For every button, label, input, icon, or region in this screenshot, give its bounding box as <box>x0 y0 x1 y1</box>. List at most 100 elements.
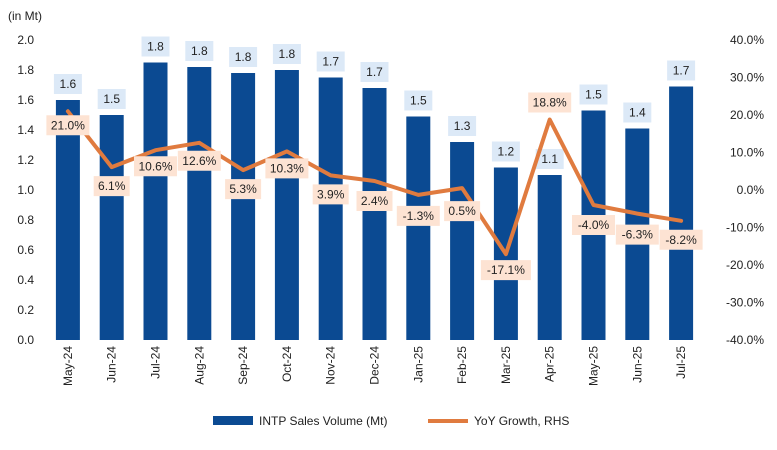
x-tick-label: Dec-24 <box>368 346 382 385</box>
bar-label-background <box>667 60 696 81</box>
x-tick-label: Jan-25 <box>411 346 425 383</box>
bar-label-background <box>623 102 652 123</box>
y-right-tick-label: 40.0% <box>730 33 764 47</box>
x-tick-label: Aug-24 <box>192 346 206 385</box>
bar-data-label: 1.7 <box>366 65 383 79</box>
x-tick-label: Apr-25 <box>543 346 557 382</box>
y-right-tick-label: -20.0% <box>726 258 764 272</box>
bar-data-label: 1.5 <box>103 92 120 106</box>
y-left-tick-label: 1.4 <box>17 123 34 137</box>
bar <box>99 115 124 340</box>
line-data-label: -6.3% <box>622 228 654 242</box>
bar-data-label: 1.8 <box>235 50 252 64</box>
line-label-background <box>480 260 531 281</box>
line-data-label: -17.1% <box>487 263 525 277</box>
line-data-labels: 21.0% 6.1% 10.6% 12.6% 5.3% 10.3% 3.9% 2.4% -1.3… <box>46 92 703 281</box>
bar <box>143 62 168 340</box>
x-tick-label: May-25 <box>587 346 601 386</box>
line-data-label: 5.3% <box>229 182 257 196</box>
line-label-background <box>134 156 177 177</box>
bar-data-label: 1.1 <box>541 152 558 166</box>
bar-label-background <box>272 44 301 64</box>
bar-label-background <box>53 74 82 94</box>
bar-label-background <box>535 149 564 169</box>
x-axis: May-24 Jun-24 Jul-24 Aug-24 Sep-24 Oct-24 Nov-… <box>61 346 688 386</box>
line-data-label: 0.5% <box>448 204 476 218</box>
line-data-label: 10.6% <box>138 159 172 173</box>
legend-swatch-sales-volume <box>213 416 253 425</box>
y-left-tick-label: 1.8 <box>17 63 34 77</box>
line-data-label: 2.4% <box>361 194 389 208</box>
bar-data-label: 1.8 <box>191 44 208 58</box>
x-tick-label: May-24 <box>61 346 75 386</box>
bar-label-background <box>316 51 345 72</box>
bar-data-label: 1.6 <box>60 77 77 91</box>
line-label-background <box>572 215 615 235</box>
legend: INTP Sales Volume (Mt) YoY Growth, RHS <box>213 414 569 428</box>
x-tick-label: Jun-24 <box>105 346 119 383</box>
line-data-label: 21.0% <box>51 118 85 132</box>
y-left-tick-label: 0.0 <box>17 333 34 347</box>
x-tick-label: Feb-25 <box>455 346 469 384</box>
y-right-tick-label: -40.0% <box>726 333 764 347</box>
bar-label-background <box>97 89 126 109</box>
bar-label-background <box>229 47 258 67</box>
line-label-background <box>177 150 221 171</box>
line-label-background <box>312 184 349 205</box>
y-left-tick-label: 0.4 <box>17 273 34 287</box>
bar-series <box>55 62 694 340</box>
y-axis-left: 0.0 0.2 0.4 0.6 0.8 1.0 1.2 1.4 1.6 1.8 2.0 <box>17 33 34 347</box>
x-tick-label: Mar-25 <box>499 346 513 384</box>
line-data-label: -1.3% <box>403 209 435 223</box>
bar-label-background <box>141 36 170 57</box>
bar-data-label: 1.8 <box>279 47 296 61</box>
y-axis-unit-label: (in Mt) <box>8 9 42 23</box>
bar <box>55 100 80 340</box>
bar <box>274 70 299 340</box>
line-data-label: 18.8% <box>533 96 567 110</box>
y-left-tick-label: 0.2 <box>17 303 34 317</box>
yoy-growth-line <box>65 109 684 257</box>
line-label-background <box>444 201 481 222</box>
bar-label-background <box>579 84 608 105</box>
line-label-background <box>46 115 90 136</box>
bar-data-label: 1.5 <box>410 94 427 108</box>
legend-label-sales-volume: INTP Sales Volume (Mt) <box>259 414 387 428</box>
y-right-tick-label: 0.0% <box>737 183 765 197</box>
line-data-label: -4.0% <box>578 218 610 232</box>
line-data-label: 10.3% <box>270 161 304 175</box>
y-right-tick-label: -10.0% <box>726 221 764 235</box>
line-label-background <box>659 229 703 250</box>
bar <box>450 142 475 340</box>
y-right-tick-label: -30.0% <box>726 296 764 310</box>
legend-label-yoy-growth: YoY Growth, RHS <box>474 414 569 428</box>
x-tick-label: Jul-25 <box>674 346 688 379</box>
line-label-background <box>396 205 440 226</box>
bar-data-labels: 1.6 1.5 1.8 1.8 1.8 1.8 1.7 1.7 1.5 1.3 1.2 1.1 1.5 1… <box>53 36 696 169</box>
y-axis-right: -40.0% -30.0% -20.0% -10.0% 0.0% 10.0% 20.0% 30… <box>726 33 764 347</box>
line-data-label: 3.9% <box>317 187 345 201</box>
bar <box>231 73 256 340</box>
bar <box>318 77 343 340</box>
bar <box>669 86 694 340</box>
line-data-label: 6.1% <box>98 179 126 193</box>
bar <box>362 88 387 340</box>
line-label-background <box>615 224 659 245</box>
x-tick-label: Oct-24 <box>280 346 294 382</box>
line-data-label: -8.2% <box>665 233 697 247</box>
bar-label-background <box>491 141 520 162</box>
line-label-background <box>528 92 572 113</box>
line-label-background <box>225 179 262 200</box>
bar-data-label: 1.4 <box>629 106 646 120</box>
bar-data-label: 1.7 <box>673 64 690 78</box>
line-label-background <box>265 158 309 179</box>
y-left-tick-label: 2.0 <box>17 33 34 47</box>
x-tick-label: Sep-24 <box>236 346 250 385</box>
line-data-label: 12.6% <box>182 154 216 168</box>
y-left-tick-label: 1.6 <box>17 93 34 107</box>
bar-label-background <box>360 62 389 82</box>
bar-label-background <box>185 41 214 61</box>
y-left-tick-label: 0.8 <box>17 213 34 227</box>
y-left-tick-label: 1.2 <box>17 153 34 167</box>
